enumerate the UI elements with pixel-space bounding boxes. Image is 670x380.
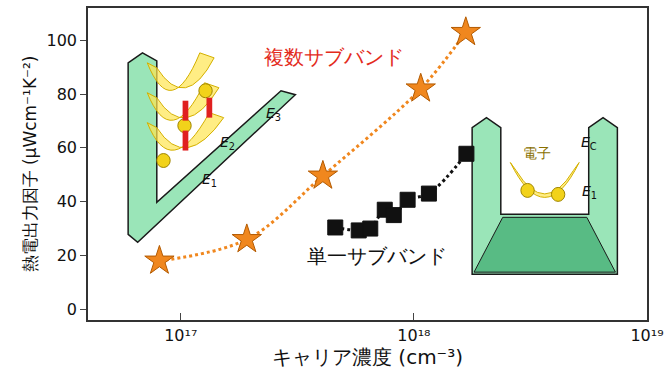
svg-text:E​3​: E​3​ [266,105,281,123]
svg-text:100: 100 [47,31,78,50]
svg-text:電子: 電子 [523,145,551,161]
svg-text:10¹⁹: 10¹⁹ [630,326,663,345]
svg-text:単一サブバンド: 単一サブバンド [307,244,447,268]
svg-text:0: 0 [67,300,77,319]
svg-text:熱電出力因子 (μWcm⁻¹K⁻²): 熱電出力因子 (μWcm⁻¹K⁻²) [20,56,40,273]
svg-text:E​1​: E​1​ [582,183,597,201]
svg-text:20: 20 [57,246,77,265]
svg-text:E​1​: E​1​ [202,171,217,189]
svg-text:10¹⁸: 10¹⁸ [397,326,430,345]
svg-text:キャリア濃度 (cm⁻³): キャリア濃度 (cm⁻³) [272,345,463,369]
svg-text:60: 60 [57,138,77,157]
svg-text:40: 40 [57,192,77,211]
svg-text:E​C​: E​C​ [581,134,597,152]
svg-text:E​2​: E​2​ [220,134,235,152]
svg-text:80: 80 [57,85,77,104]
svg-text:10¹⁷: 10¹⁷ [164,326,197,345]
svg-text:複数サブバンド: 複数サブバンド [264,45,404,69]
